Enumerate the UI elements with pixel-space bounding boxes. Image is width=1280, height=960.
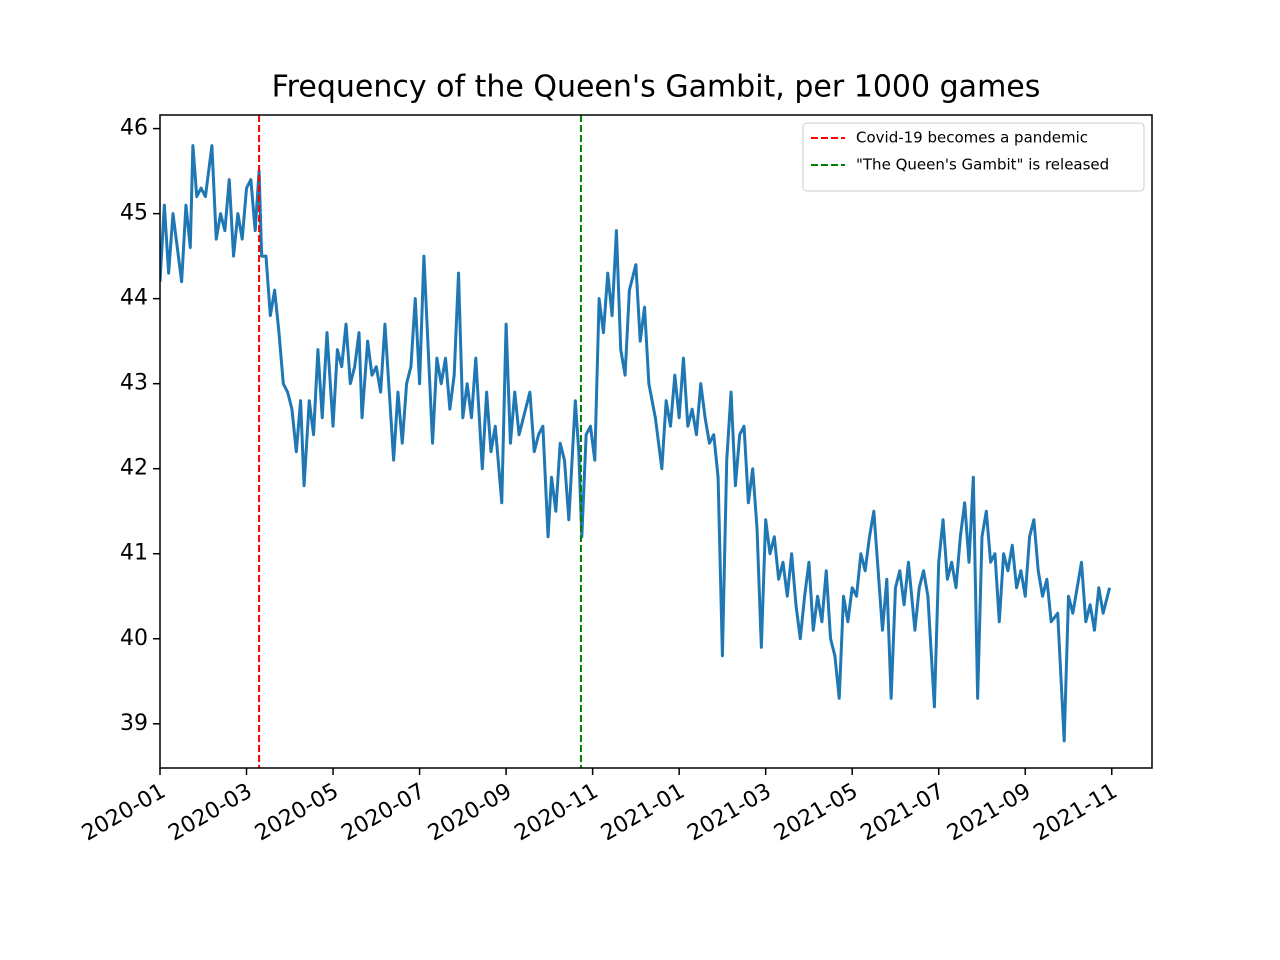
y-tick-label: 44 (120, 286, 148, 311)
y-tick-label: 45 (120, 201, 148, 226)
x-tick-label: 2021-03 (684, 779, 776, 847)
y-tick-label: 40 (120, 626, 148, 651)
x-tick-label: 2020-07 (337, 779, 429, 847)
legend-label: Covid-19 becomes a pandemic (856, 129, 1088, 147)
x-tick-label: 2021-05 (770, 779, 862, 847)
x-tick-label: 2020-03 (164, 779, 256, 847)
x-tick-label: 2021-09 (943, 779, 1035, 847)
x-tick-label: 2020-11 (511, 779, 603, 847)
axes-frame (159, 114, 1153, 769)
y-tick-label: 43 (120, 371, 148, 396)
legend-box (802, 122, 1145, 192)
x-tick-label: 2021-01 (597, 779, 689, 847)
y-tick-label: 46 (120, 116, 148, 141)
x-tick-label: 2021-11 (1030, 779, 1122, 847)
data-line (160, 144, 1112, 743)
x-tick-label: 2020-09 (424, 779, 516, 847)
legend-label: "The Queen's Gambit" is released (856, 156, 1109, 174)
x-tick-label: 2021-07 (857, 779, 949, 847)
y-tick-label: 39 (120, 711, 148, 736)
chart-title: Frequency of the Queen's Gambit, per 100… (272, 70, 1041, 105)
y-tick-label: 42 (120, 456, 148, 481)
x-tick-label: 2020-01 (78, 779, 170, 847)
y-tick-label: 41 (120, 541, 148, 566)
x-tick-label: 2020-05 (251, 779, 343, 847)
